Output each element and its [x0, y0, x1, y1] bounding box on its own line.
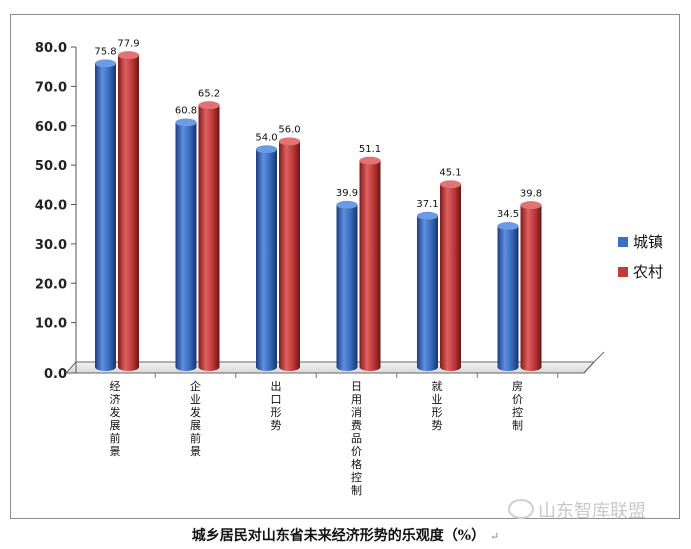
bar-rural	[118, 55, 139, 368]
bar-urban-top	[94, 59, 117, 68]
bar-rural-top	[359, 156, 381, 166]
legend-label-0: 城镇	[633, 233, 663, 251]
bar-rural	[359, 160, 381, 367]
data-label: 51.1	[359, 144, 381, 155]
bar-rural	[198, 105, 220, 368]
y-tick-label: 80.0	[35, 41, 67, 56]
data-label: 34.5	[497, 209, 519, 220]
bar-rural-top	[520, 201, 542, 210]
category-label: 企业发展前景	[190, 379, 201, 458]
bar-urban-bottom	[417, 363, 438, 371]
legend-swatch-0	[618, 237, 628, 247]
watermark: 山东智库联盟	[508, 497, 646, 523]
bar-rural	[520, 205, 542, 367]
axes: 0.0 10.0 20.0 30.0 40.0 50.0 60.0 70.0 80.0	[35, 41, 605, 382]
chart-frame: 0.0 10.0 20.0 30.0 40.0 50.0 60.0 70.0 80.0 75.8…	[10, 14, 680, 519]
bar-urban-top	[336, 200, 358, 210]
data-label: 45.1	[439, 167, 461, 178]
y-tick-label: 50.0	[35, 159, 67, 174]
data-label: 39.8	[520, 188, 542, 199]
data-label: 60.8	[175, 106, 197, 117]
bar-urban-bottom	[256, 363, 277, 371]
bar-rural-bottom	[198, 363, 220, 371]
watermark-text: 山东智库联盟	[538, 501, 646, 522]
data-label: 54.0	[255, 132, 277, 143]
legend-label-1: 农村	[633, 263, 663, 281]
legend-swatch-1	[618, 267, 628, 277]
bar-rural-top	[278, 137, 301, 146]
data-label: 39.9	[336, 188, 358, 199]
bar-urban	[336, 204, 358, 367]
bar-urban-top	[416, 211, 439, 221]
chart-caption: 城乡居民对山东省未来经济形势的乐观度（%） ↵	[0, 525, 691, 545]
bar-rural-bottom	[520, 363, 542, 371]
data-labels: 75.877.9 60.865.2 54.056.0 39.9 51.1 37.1 45.1…	[94, 38, 542, 220]
category-label: 出口形势	[271, 379, 282, 432]
caption-mark: ↵	[489, 530, 500, 543]
bar-rural-bottom	[440, 363, 461, 371]
y-tick-label: 70.0	[35, 80, 67, 95]
floor-back-edge	[593, 351, 605, 363]
category-label: 房价控制	[512, 380, 523, 432]
bar-rural	[279, 141, 300, 367]
bar-urban-bottom	[175, 363, 197, 371]
data-label: 77.9	[117, 38, 139, 49]
wechat-icon	[508, 499, 534, 519]
data-label: 37.1	[416, 199, 438, 210]
bar-chart: 0.0 10.0 20.0 30.0 40.0 50.0 60.0 70.0 80.0 75.8…	[35, 38, 663, 497]
bar-rural-top	[439, 180, 462, 189]
bar-urban-top	[255, 145, 278, 154]
bar-rural-bottom	[359, 363, 381, 371]
bar-urban	[175, 122, 197, 367]
caption-text: 城乡居民对山东省未来经济形势的乐观度（%）	[191, 528, 486, 544]
data-label: 75.8	[94, 47, 116, 58]
bar-rural-top	[117, 51, 140, 60]
bar-urban-bottom	[95, 363, 116, 371]
bar-urban-top	[497, 221, 519, 231]
bar-urban-top	[175, 118, 197, 127]
bar-urban	[256, 149, 277, 367]
y-tick-label: 20.0	[35, 277, 67, 292]
bar-rural-bottom	[279, 363, 300, 371]
data-label: 56.0	[278, 125, 300, 136]
data-label: 65.2	[198, 88, 220, 99]
bar-rural-bottom	[118, 363, 139, 371]
bar-urban	[417, 215, 438, 367]
bar-urban	[497, 226, 519, 367]
bar-urban-bottom	[497, 363, 519, 371]
bar-urban	[95, 63, 116, 367]
y-tick-label: 10.0	[35, 317, 67, 332]
y-tick-label: 30.0	[35, 238, 67, 253]
bars	[94, 51, 542, 371]
bar-rural	[440, 184, 461, 367]
category-label: 就业形势	[432, 379, 443, 432]
y-tick-label: 40.0	[35, 199, 67, 214]
floor-right-edge	[583, 361, 595, 374]
bar-rural-top	[198, 101, 220, 110]
y-tick-label: 0.0	[44, 367, 67, 382]
category-label: 日用消费品价格控制	[351, 380, 362, 497]
category-label: 经济发展前景	[110, 380, 121, 458]
category-labels: 经济发展前景 企业发展前景 出口形势 日用消费品价格控制 就业形势 房价控制	[110, 379, 524, 497]
bar-urban-bottom	[336, 363, 358, 371]
y-tick-label: 60.0	[35, 120, 67, 135]
